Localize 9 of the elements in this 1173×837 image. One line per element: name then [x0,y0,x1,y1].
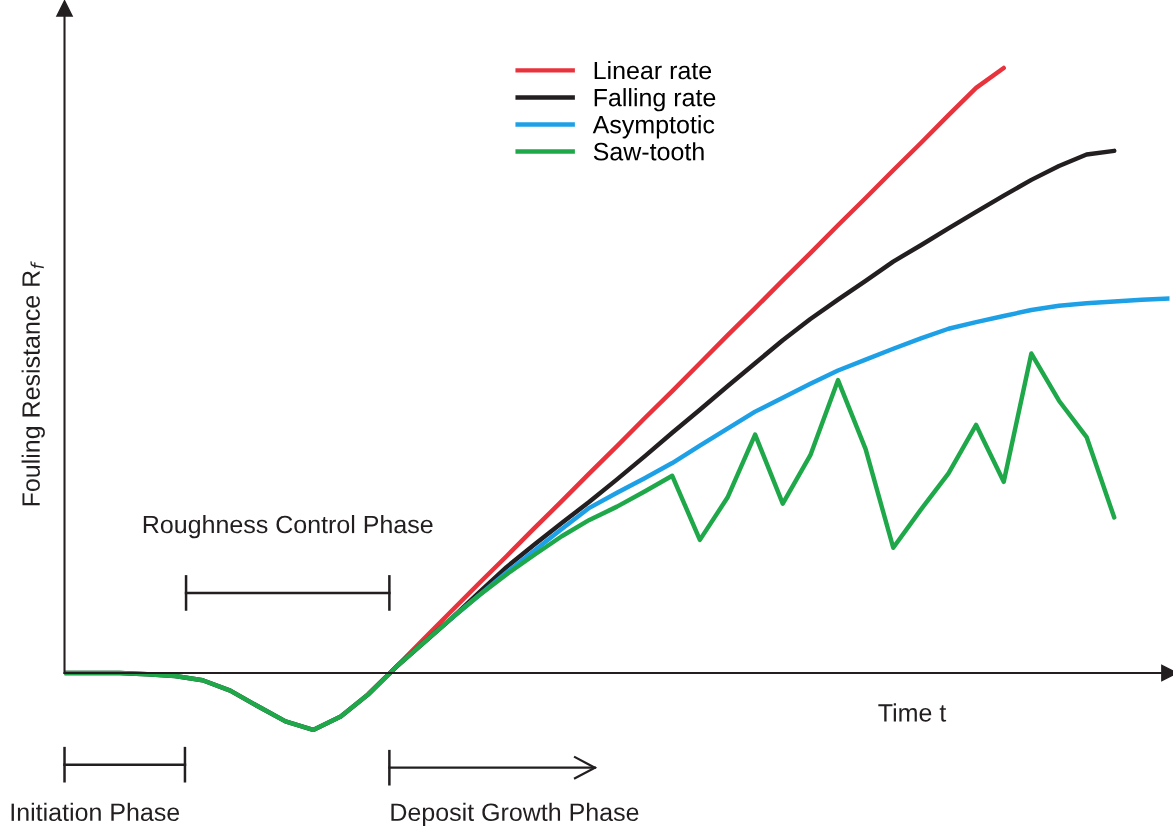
annotation: Roughness Control Phase [143,514,433,539]
legend-label: Falling rate [594,88,716,112]
legend-label: Saw-tooth [593,142,704,161]
y-axis-title: Fouling Resistance R$_{f}$ [21,261,45,506]
legend-label: Asymptotic [592,115,715,139]
text: Deposit Growth Phase [391,802,639,827]
text: Initiation Phase [11,802,180,822]
legend-label: Linear rate [594,61,712,80]
x-axis-title: Time t [878,703,947,722]
